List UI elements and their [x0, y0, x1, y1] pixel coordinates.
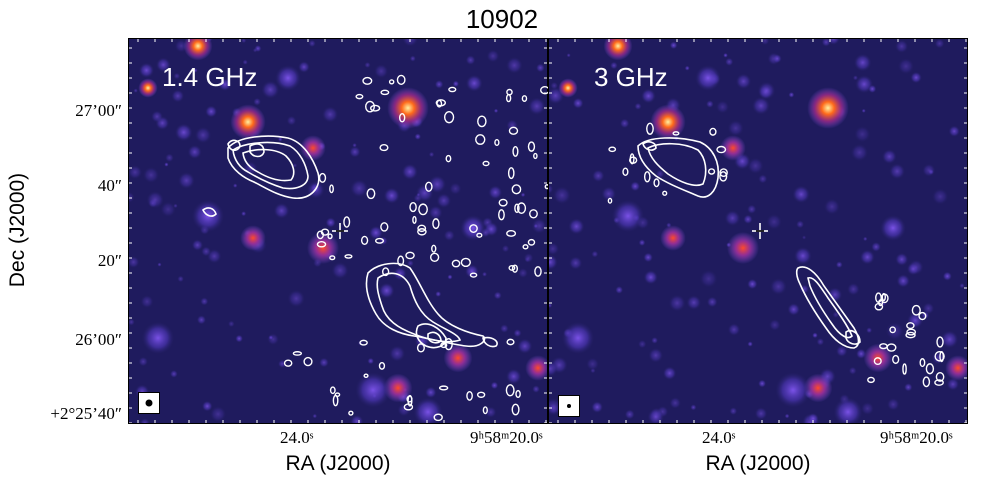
beam-size-box-3ghz — [558, 395, 580, 417]
dec-tick-label: +2°25’40″ — [50, 404, 122, 423]
y-axis-label: Dec (J2000) — [6, 172, 29, 288]
x-axis-label: RA (J2000) — [705, 452, 811, 475]
ra-tick-label: 9ʰ58ᵐ20.0ˢ — [880, 428, 953, 447]
radio-overlay-image-3ghz — [548, 38, 968, 424]
noise-contours — [607, 122, 728, 204]
host-position-cross — [332, 223, 348, 239]
ra-tick-label: 24.0ˢ — [280, 428, 314, 447]
frequency-label-1-4ghz: 1.4 GHz — [162, 62, 258, 92]
radio-contours-1-4ghz — [201, 135, 498, 349]
dec-tick-label: 20″ — [97, 251, 122, 270]
ra-tick-label: 24.0ˢ — [702, 428, 736, 447]
dec-tick-label: 26’00″ — [75, 330, 122, 349]
host-position-cross — [752, 223, 768, 239]
dec-tick-label: 27’00″ — [75, 101, 122, 120]
panel-frame — [128, 38, 548, 424]
bright-sources — [558, 38, 968, 424]
frequency-label-3ghz: 3 GHz — [594, 62, 668, 92]
radio-contours-3ghz — [637, 137, 861, 349]
beam-size-box-1-4ghz — [138, 392, 160, 414]
ra-tick-label: 9ʰ58ᵐ20.0ˢ — [470, 428, 543, 447]
bright-sources — [138, 38, 548, 424]
radio-overlay-image-1-4ghz — [128, 38, 548, 424]
panel-1-4ghz: 1.4 GHz — [128, 38, 548, 424]
x-axis-label: RA (J2000) — [285, 452, 391, 475]
noise-contours — [316, 74, 548, 278]
dec-tick-label: 40″ — [97, 176, 122, 195]
panel-frame — [548, 38, 968, 424]
panel-3ghz: 3 GHz — [548, 38, 968, 424]
noise-contours — [867, 292, 945, 388]
figure-title: 10902 — [465, 4, 539, 34]
beam-ellipse — [567, 404, 571, 408]
noise-contours — [283, 337, 521, 422]
beam-ellipse — [145, 399, 153, 407]
